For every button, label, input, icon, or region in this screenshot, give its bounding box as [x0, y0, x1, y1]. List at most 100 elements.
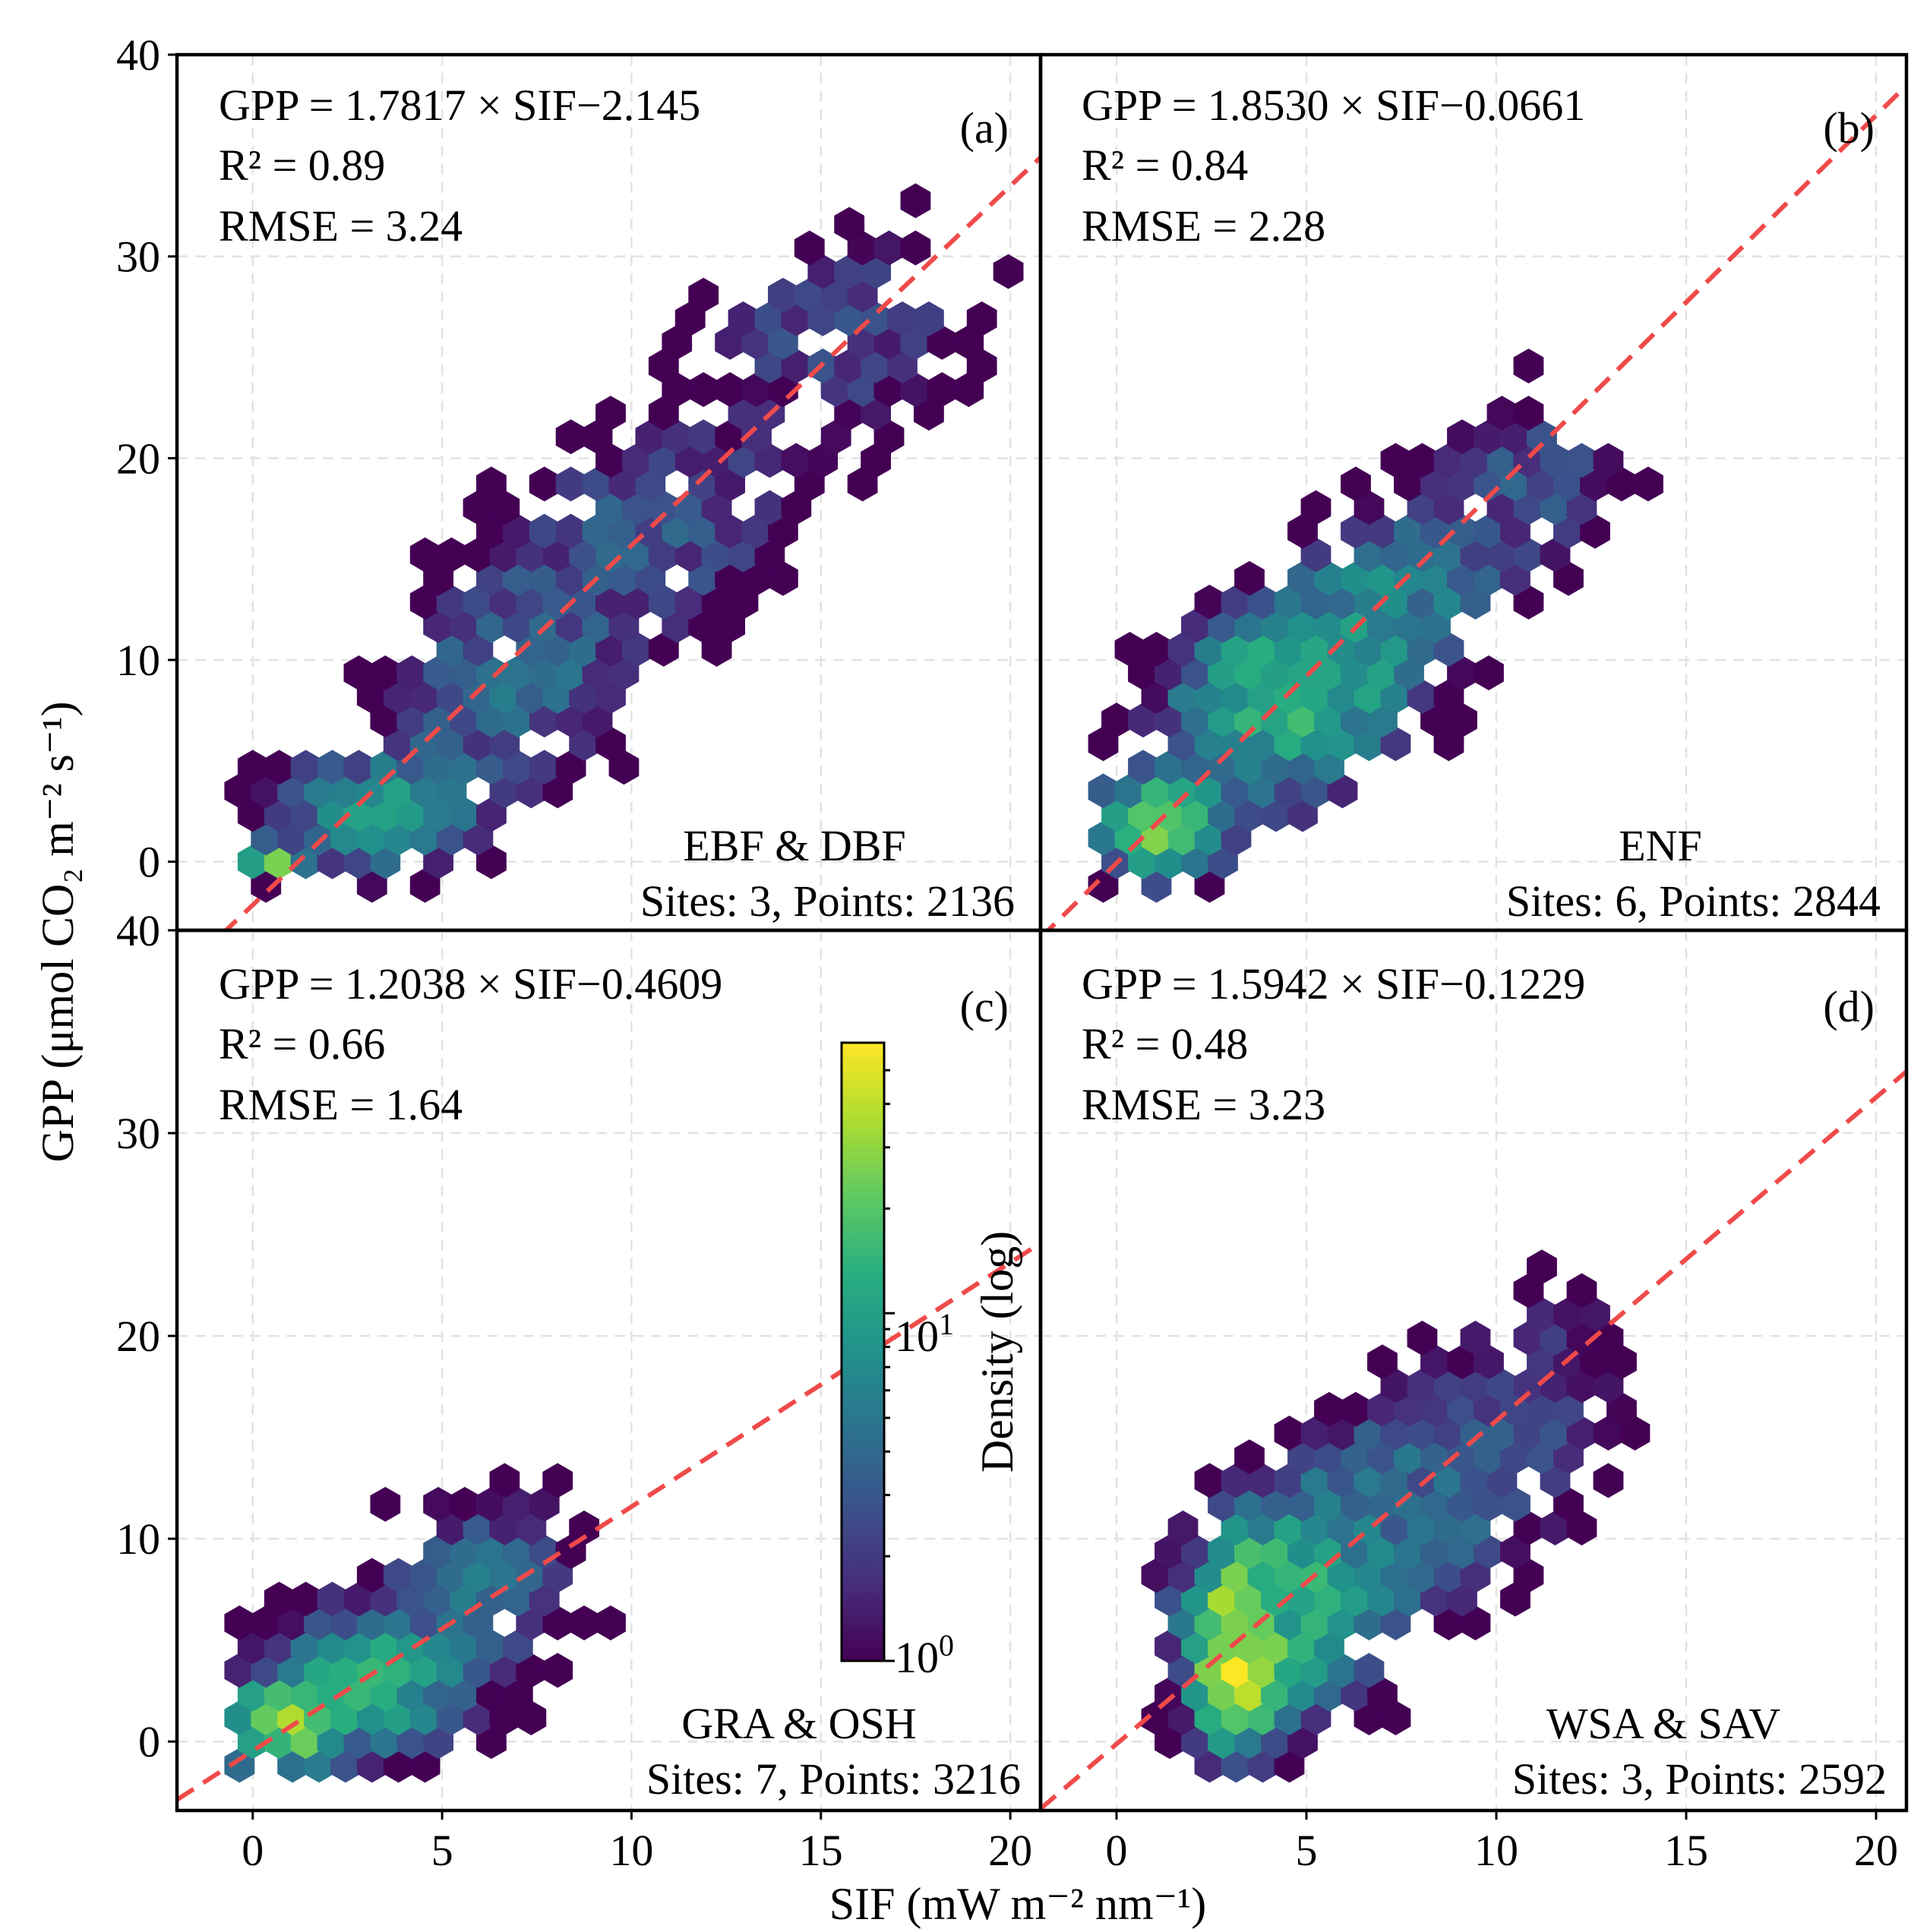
hexbin-cell [1341, 466, 1371, 502]
colorbar-tick-label-1: 101 [895, 1307, 954, 1361]
colorbar-label: Density (log) [972, 1231, 1022, 1473]
hexbin-cell [900, 230, 931, 266]
r2-text: R² = 0.66 [219, 1019, 385, 1069]
hexbin-cell [966, 301, 997, 336]
colorbar-ticks [884, 1069, 895, 1662]
y-tick-label: 0 [138, 838, 160, 887]
sites-points-label: Sites: 3, Points: 2592 [1512, 1754, 1887, 1804]
hexbin-cell [688, 277, 719, 313]
sites-points-label: Sites: 3, Points: 2136 [640, 876, 1015, 926]
hexbin-cell [1527, 1249, 1557, 1285]
hexbin-cell [542, 1463, 573, 1498]
hexbin-cell [1566, 1273, 1597, 1309]
x-tick-label: 20 [1854, 1826, 1898, 1875]
hexbin-cell [1593, 1463, 1624, 1498]
hexbin-cell [1513, 348, 1544, 384]
hexbin-cell [370, 1486, 401, 1522]
colorbar: 100 101 Density (log) [840, 1041, 1022, 1682]
x-tick-label: 0 [242, 1826, 264, 1875]
equation-text: GPP = 1.2038 × SIF−0.4609 [219, 959, 722, 1009]
hexbin-cell [542, 1653, 573, 1688]
hexbin-cell [595, 396, 626, 431]
y-tick-label: 40 [116, 906, 160, 955]
group-label: EBF & DBF [683, 821, 905, 870]
hexbin-cell [595, 1605, 626, 1640]
hexbin-cell [1513, 396, 1544, 431]
colorbar-tick-label-0: 100 [895, 1628, 954, 1682]
equation-text: GPP = 1.5942 × SIF−0.1229 [1082, 959, 1585, 1009]
hexbin-cell [529, 466, 560, 502]
regression-line [1044, 84, 1906, 930]
hexbin-cell [555, 419, 586, 455]
y-tick-label: 20 [116, 434, 160, 483]
hexbin-cell [569, 1605, 599, 1640]
hexbin-cell [1407, 1321, 1438, 1356]
sites-points-label: Sites: 7, Points: 3216 [646, 1754, 1021, 1804]
hexbin-cell [914, 301, 944, 336]
y-tick-label: 30 [116, 232, 160, 282]
regression-line [1041, 1069, 1906, 1810]
r2-text: R² = 0.84 [1082, 140, 1248, 190]
tick-labels: 0 10 20 30 40 0 10 20 30 40 0 5 10 15 20 0 5 10 15 20 [116, 30, 1898, 1875]
panel-a: GPP = 1.7817 × SIF−2.145 R² = 0.89 RMSE … [168, 52, 1043, 933]
panel-c: GPP = 1.2038 × SIF−0.4609 R² = 0.66 RMSE… [168, 928, 1043, 1820]
panel-label: (b) [1823, 103, 1875, 153]
equation-text: GPP = 1.7817 × SIF−2.145 [219, 80, 700, 130]
x-tick-label: 0 [1106, 1826, 1128, 1875]
regression-line [223, 155, 1041, 930]
hexbin-cell [1234, 560, 1265, 596]
panel-d: GPP = 1.5942 × SIF−0.1229 R² = 0.48 RMSE… [1038, 928, 1909, 1820]
panel-label: (c) [960, 982, 1009, 1031]
hexbin-cell [1234, 1439, 1265, 1475]
rmse-text: RMSE = 3.24 [219, 201, 463, 251]
x-tick-label: 5 [1296, 1826, 1318, 1875]
x-tick-label: 15 [1664, 1826, 1708, 1875]
sites-points-label: Sites: 6, Points: 2844 [1506, 876, 1881, 926]
hexbin-cell [900, 183, 931, 219]
group-label: ENF [1619, 821, 1702, 870]
y-tick-label: 10 [116, 636, 160, 685]
equation-text: GPP = 1.8530 × SIF−0.0661 [1082, 80, 1585, 130]
x-tick-label: 15 [799, 1826, 843, 1875]
hexbin-cell [834, 207, 865, 242]
hexbin-cell [1354, 1653, 1385, 1688]
hexbin-cell [569, 1511, 599, 1545]
group-label: GRA & OSH [681, 1699, 916, 1748]
hexbin-cell [794, 230, 825, 266]
panel-b: GPP = 1.8530 × SIF−0.0661 R² = 0.84 RMSE… [1038, 52, 1909, 933]
y-tick-label: 10 [116, 1514, 160, 1564]
hexbin-cell [1367, 1344, 1398, 1380]
y-axis-title: GPP (μmol CO₂ m⁻² s⁻¹) [33, 702, 83, 1163]
hexbin-cell [688, 372, 719, 407]
y-tick-label: 0 [138, 1717, 160, 1766]
colorbar-gradient [840, 1041, 886, 1662]
x-axis-title: SIF (mW m⁻² nm⁻¹) [829, 1879, 1207, 1929]
hexbin-cell [1300, 490, 1331, 526]
rmse-text: RMSE = 1.64 [219, 1080, 463, 1129]
x-tick-label: 20 [988, 1826, 1032, 1875]
hexbin-cell [1167, 1511, 1199, 1545]
panel-label: (a) [960, 103, 1009, 153]
panel-label: (d) [1823, 982, 1875, 1031]
y-tick-label: 30 [116, 1109, 160, 1158]
hexbin-cell [1593, 443, 1624, 478]
hexbin-cell [993, 254, 1024, 289]
panel-frame [1038, 928, 1909, 1813]
group-label: WSA & SAV [1546, 1699, 1780, 1748]
hexbin-cell [489, 1463, 520, 1498]
hexbin-cell [476, 466, 507, 502]
hexbin-cell [1460, 1321, 1491, 1356]
regression-line [177, 1241, 1041, 1802]
r2-text: R² = 0.89 [219, 140, 385, 190]
hexbin-cell [555, 466, 586, 502]
y-tick-label: 20 [116, 1312, 160, 1361]
rmse-text: RMSE = 2.28 [1082, 201, 1325, 251]
r2-text: R² = 0.48 [1082, 1019, 1248, 1069]
x-tick-label: 5 [431, 1826, 453, 1875]
hexbin-cell [1474, 655, 1504, 690]
rmse-text: RMSE = 3.23 [1082, 1080, 1325, 1129]
y-tick-label: 40 [116, 30, 160, 80]
hexbin-cell [1633, 466, 1663, 502]
x-tick-label: 10 [1474, 1826, 1518, 1875]
